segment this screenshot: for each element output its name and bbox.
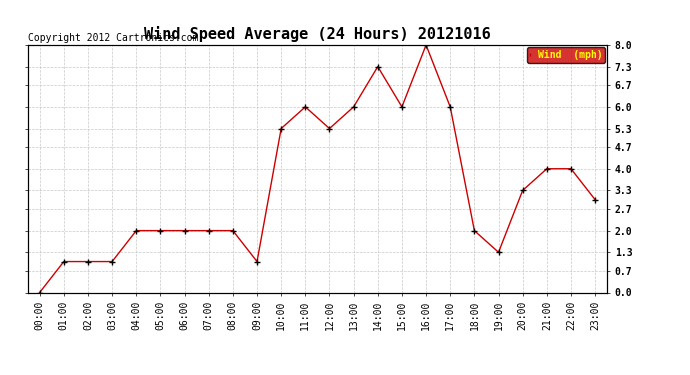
Legend: Wind  (mph): Wind (mph) [527, 47, 605, 63]
Text: Copyright 2012 Cartronics.com: Copyright 2012 Cartronics.com [28, 33, 198, 42]
Title: Wind Speed Average (24 Hours) 20121016: Wind Speed Average (24 Hours) 20121016 [144, 27, 491, 42]
